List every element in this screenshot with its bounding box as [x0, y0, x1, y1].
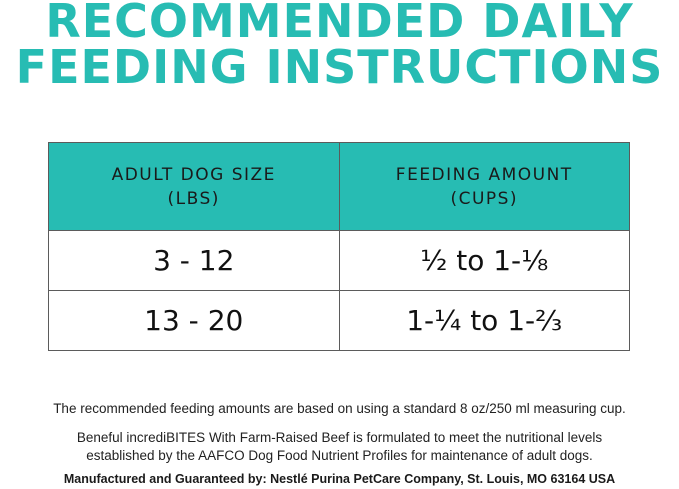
header-feeding-amount: FEEDING AMOUNT (CUPS) [338, 142, 630, 231]
header-feeding-amount-label: FEEDING AMOUNT [395, 164, 573, 185]
formulation-note-line-1: Beneful incrediBITES With Farm-Raised Be… [76, 430, 603, 445]
dog-size-cell: 3 - 12 [48, 230, 340, 291]
formulation-note-line-2: established by the AAFCO Dog Food Nutrie… [86, 448, 593, 463]
feeding-table: ADULT DOG SIZE (LBS) FEEDING AMOUNT (CUP… [48, 142, 630, 351]
header-dog-size: ADULT DOG SIZE (LBS) [48, 142, 340, 231]
header-feeding-amount-unit: (CUPS) [450, 188, 519, 209]
table-row: 3 - 12 ½ to 1-⅛ [48, 230, 630, 291]
table-header-row: ADULT DOG SIZE (LBS) FEEDING AMOUNT (CUP… [48, 142, 630, 231]
header-dog-size-unit: (LBS) [167, 188, 220, 209]
feeding-amount-cell: ½ to 1-⅛ [338, 230, 630, 291]
page-title-line-1: RECOMMENDED DAILY [45, 0, 634, 48]
dog-size-cell: 13 - 20 [48, 290, 340, 351]
table-row: 13 - 20 1-¼ to 1-⅔ [48, 290, 630, 351]
manufacturer-note: Manufactured and Guaranteed by: Nestlé P… [63, 472, 616, 486]
page-title-line-2: FEEDING INSTRUCTIONS [15, 40, 664, 94]
feeding-amount-cell: 1-¼ to 1-⅔ [338, 290, 630, 351]
measuring-cup-note: The recommended feeding amounts are base… [53, 401, 626, 416]
header-dog-size-label: ADULT DOG SIZE [111, 164, 276, 185]
